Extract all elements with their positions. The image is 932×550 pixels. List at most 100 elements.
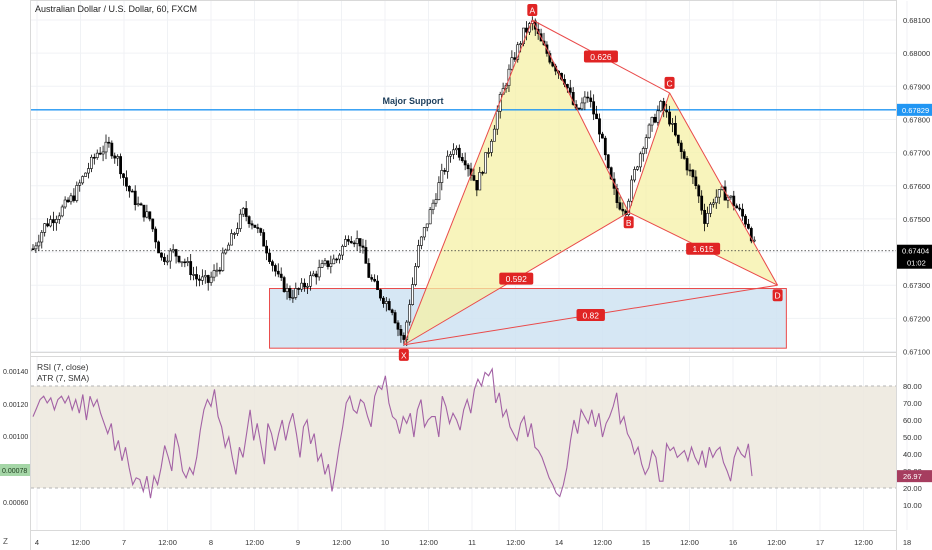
candle[interactable] <box>466 162 470 177</box>
candle[interactable] <box>125 170 128 192</box>
candle[interactable] <box>437 176 441 201</box>
candle[interactable] <box>110 140 114 159</box>
candle[interactable] <box>668 105 671 127</box>
candle[interactable] <box>256 223 260 234</box>
candle[interactable] <box>338 253 342 264</box>
candle[interactable] <box>679 140 683 159</box>
candle[interactable] <box>66 197 70 204</box>
candle[interactable] <box>288 285 292 301</box>
candle[interactable] <box>384 297 388 312</box>
candle[interactable] <box>656 105 660 126</box>
candle[interactable] <box>63 196 67 209</box>
candle[interactable] <box>279 267 283 281</box>
candle[interactable] <box>276 263 280 278</box>
candle[interactable] <box>168 248 172 269</box>
candle[interactable] <box>303 278 306 292</box>
candle[interactable] <box>148 211 152 222</box>
candle[interactable] <box>230 229 233 246</box>
candle[interactable] <box>703 203 707 232</box>
candle[interactable] <box>268 248 271 264</box>
candle[interactable] <box>659 99 663 113</box>
candle[interactable] <box>326 260 330 270</box>
candle[interactable] <box>113 152 117 164</box>
candle[interactable] <box>92 153 96 165</box>
candle[interactable] <box>688 163 692 177</box>
candle[interactable] <box>568 79 572 96</box>
candle[interactable] <box>685 155 689 176</box>
candle[interactable] <box>729 195 733 200</box>
candles[interactable] <box>31 16 756 347</box>
pattern-leg-bc[interactable] <box>628 92 671 213</box>
candle[interactable] <box>43 223 47 237</box>
candle[interactable] <box>200 269 204 285</box>
candle[interactable] <box>381 295 385 308</box>
candle[interactable] <box>46 218 50 228</box>
candle[interactable] <box>127 185 131 198</box>
candle[interactable] <box>52 211 55 231</box>
pattern-leg-xa[interactable] <box>403 19 533 346</box>
candle[interactable] <box>154 226 158 249</box>
candle[interactable] <box>460 153 464 163</box>
candle[interactable] <box>212 264 216 282</box>
candle[interactable] <box>250 220 254 230</box>
candle[interactable] <box>393 309 397 324</box>
candle[interactable] <box>600 131 604 139</box>
candle[interactable] <box>95 149 99 160</box>
candle[interactable] <box>379 288 382 301</box>
candle[interactable] <box>355 230 359 251</box>
candle[interactable] <box>139 202 143 206</box>
candle[interactable] <box>414 262 417 287</box>
candle[interactable] <box>60 204 64 218</box>
candle[interactable] <box>490 139 493 157</box>
candle[interactable] <box>145 204 149 219</box>
candle[interactable] <box>495 105 499 135</box>
candle[interactable] <box>104 134 108 160</box>
candle[interactable] <box>37 234 41 251</box>
candle[interactable] <box>682 149 686 160</box>
candle[interactable] <box>209 271 213 286</box>
candle[interactable] <box>697 184 701 203</box>
candle[interactable] <box>376 275 379 291</box>
candle[interactable] <box>419 236 423 250</box>
candle[interactable] <box>481 170 485 176</box>
candle[interactable] <box>653 113 657 124</box>
candle[interactable] <box>665 103 669 118</box>
candle[interactable] <box>335 257 339 264</box>
candle[interactable] <box>183 258 187 268</box>
candle[interactable] <box>484 152 488 174</box>
candle[interactable] <box>446 150 450 179</box>
candle[interactable] <box>618 196 622 211</box>
candle[interactable] <box>638 151 642 172</box>
candle[interactable] <box>598 113 601 143</box>
candle[interactable] <box>443 167 447 175</box>
candle[interactable] <box>606 154 610 170</box>
candle[interactable] <box>262 229 266 247</box>
candle[interactable] <box>119 153 123 179</box>
candle[interactable] <box>525 21 528 41</box>
candle[interactable] <box>189 253 193 281</box>
candle[interactable] <box>399 325 403 343</box>
candle[interactable] <box>691 168 695 184</box>
candle[interactable] <box>431 199 435 215</box>
support-line-group[interactable]: Major Support <box>31 96 896 111</box>
candle[interactable] <box>370 274 374 282</box>
pattern-leg-ab[interactable] <box>531 19 630 213</box>
candle[interactable] <box>206 274 210 291</box>
candle[interactable] <box>320 259 324 269</box>
candle[interactable] <box>195 266 198 287</box>
candle[interactable] <box>247 215 251 228</box>
candle[interactable] <box>510 50 514 72</box>
candle[interactable] <box>163 253 166 265</box>
candle[interactable] <box>644 134 648 154</box>
candle[interactable] <box>171 244 175 254</box>
candle[interactable] <box>87 162 90 179</box>
candle[interactable] <box>329 255 333 274</box>
candle[interactable] <box>551 60 555 68</box>
candle[interactable] <box>647 123 651 139</box>
candle[interactable] <box>271 259 274 272</box>
candle[interactable] <box>177 255 181 264</box>
candle[interactable] <box>90 154 93 173</box>
candle[interactable] <box>180 261 184 267</box>
candle[interactable] <box>463 152 467 171</box>
candle[interactable] <box>69 192 73 205</box>
